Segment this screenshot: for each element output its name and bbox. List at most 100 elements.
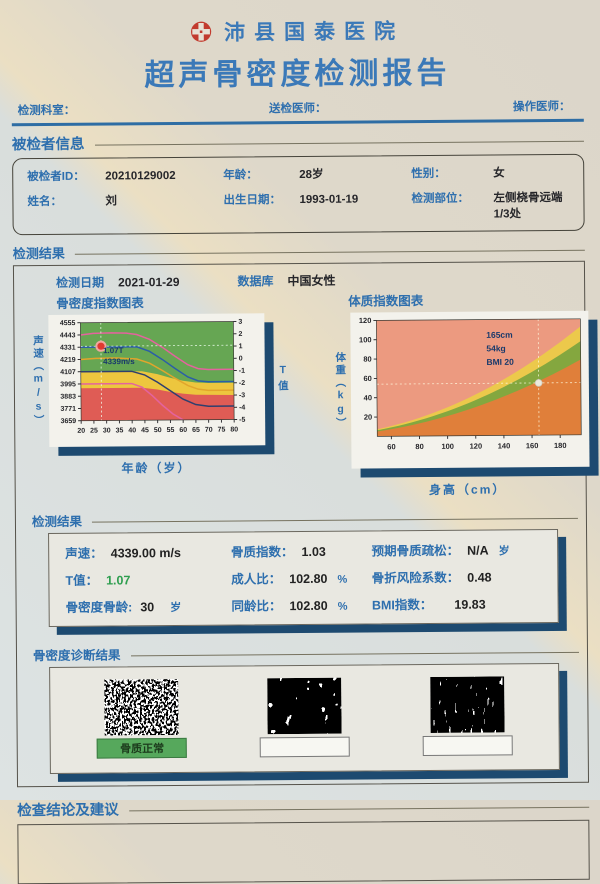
marker-annotation: 165cm [486,330,513,340]
measure-fracture-risk: 骨折风险系数：0.48 [372,566,548,586]
tick-label: -4 [239,404,245,411]
database-label: 数据库 [237,272,273,289]
birth-value: 1993-01-19 [299,193,411,206]
dept-label: 检测科室： [12,101,203,118]
tick-label: 35 [115,427,123,434]
tick-label: 4443 [59,332,75,339]
physician-row: 检测科室： 送检医师： 操作医师： [12,98,584,118]
operator-label: 操作医师： [393,98,584,115]
tick-label: 3883 [60,394,76,401]
date-label: 检测日期 [56,274,104,291]
patient-info-box: 被检者ID： 20210129002 年龄： 28岁 性别： 女 姓名： 刘 出… [12,154,585,235]
diagnosis-label-osteopenia [260,737,350,758]
patient-id-label: 被检者ID： [27,168,105,185]
tick-label: 60 [179,427,187,434]
hospital-header: 沛县国泰医院 [11,14,583,48]
sex-label: 性别： [411,164,493,181]
tick-label: 40 [128,427,136,434]
site-value: 左侧桡骨远端1/3处 [493,189,569,222]
bmi-plot-area: 165cm 54kg BMI 20 [376,319,581,437]
measurements-title: 检测结果 [32,507,578,530]
diagnosis-box: 骨质正常 [49,663,560,774]
tick-label: 40 [363,393,371,402]
bmd-t-axis-label: T值 [277,364,288,395]
bmi-x-axis-label: 身高（cm） [336,480,600,499]
tick-label: 55 [166,427,174,434]
date-row: 检测日期 2021-01-29 数据库 中国女性 [56,270,576,291]
tick-label: 1 [238,343,242,350]
tick-label: 80 [415,442,423,451]
tick-label: 30 [102,427,110,434]
tick-label: 60 [363,374,371,383]
conclusion-title: 检查结论及建议 [17,795,589,820]
bmd-y-axis-label: 声速（m/s） [32,335,43,427]
bmd-chart: 1.07T4339m/s4555444343314219410739953883… [50,316,263,440]
measure-peer-ratio: 同龄比：102.80% [231,594,372,614]
diagnosis-label-normal: 骨质正常 [97,738,187,759]
header-divider [12,119,584,126]
tick-label: 60 [387,442,395,451]
tick-label: 180 [553,441,566,450]
marker-annotation: BMI 20 [486,357,514,367]
tick-label: 0 [238,356,242,363]
tick-label: -3 [238,392,244,399]
hospital-name: 沛县国泰医院 [224,15,404,46]
bone-texture-osteopenia [267,678,341,735]
measure-t-value: T值：1.07 [65,569,231,589]
report-title: 超声骨密度检测报告 [11,47,583,95]
tick-label: 3771 [60,406,76,413]
tick-label: 100 [358,335,371,344]
bone-texture-osteoporosis [430,676,504,733]
date-value: 2021-01-29 [118,275,179,289]
tick-label: 4555 [59,320,75,327]
site-label: 检测部位： [411,189,493,206]
name-label: 姓名： [27,193,105,210]
tick-label: 4107 [60,369,76,376]
results-section-title: 检测结果 [13,239,585,262]
tick-label: 140 [497,441,510,450]
tick-label: 160 [525,441,538,450]
patient-section-title: 被检者信息 [12,129,584,154]
age-label: 年龄： [223,166,299,183]
tick-label: 4219 [60,357,76,364]
measurement-marker [535,380,542,387]
measure-sos: 声速：4339.00 m/s [65,542,231,562]
marker-annotation: 54kg [486,343,505,353]
tick-label: 4331 [59,345,75,352]
tick-label: 25 [90,428,98,435]
tick-label: -2 [238,380,244,387]
patient-id-value: 20210129002 [105,170,223,183]
name-value: 刘 [105,192,223,209]
tick-label: 3995 [60,381,76,388]
tick-label: 2 [238,331,242,338]
hospital-cross-icon [190,21,212,43]
birth-label: 出生日期： [223,191,299,208]
tick-label: 75 [217,427,225,434]
tick-label: 50 [153,427,161,434]
age-value: 28岁 [299,165,411,182]
bmd-x-axis-label: 年龄（岁） [33,458,279,477]
measure-bone-index: 骨质指数：1.03 [231,540,372,560]
tick-label: 120 [469,442,482,451]
bmi-y-axis-label: 体重（kg） [335,352,346,430]
database-value: 中国女性 [287,272,335,289]
measure-bmi: BMI指数：19.83 [372,593,548,613]
tick-label: 20 [363,413,371,422]
tick-label: 45 [141,427,149,434]
diagnosis-title: 骨密度诊断结果 [33,641,579,664]
bmd-chart-title: 骨密度指数图表 [56,291,308,312]
referrer-label: 送检医师： [202,99,393,116]
tick-label: 65 [192,427,200,434]
tick-label: 80 [363,355,371,364]
tick-label: 3 [238,319,242,326]
sex-value: 女 [493,164,569,181]
tick-label: -1 [238,368,244,375]
